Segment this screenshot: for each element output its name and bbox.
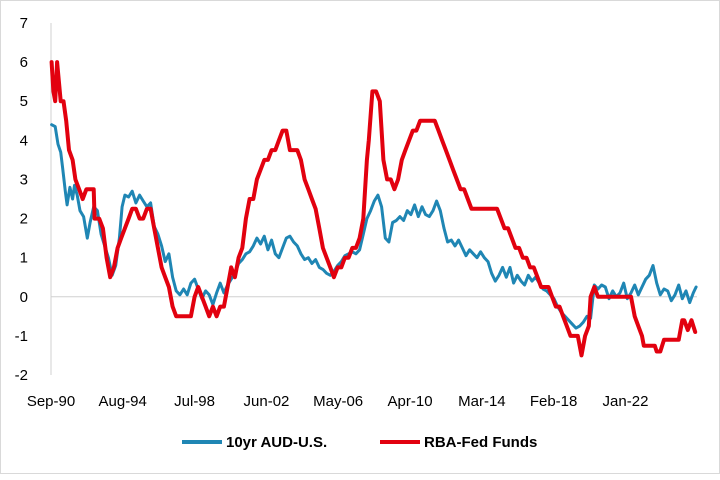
y-tick-label: 5 — [20, 93, 28, 110]
x-tick-label: Mar-14 — [458, 393, 506, 410]
y-tick-label: 2 — [20, 211, 28, 228]
y-tick-label: 1 — [20, 250, 28, 267]
legend: 10yr AUD-U.S. RBA-Fed Funds — [182, 434, 537, 451]
x-tick-label: May-06 — [313, 393, 363, 410]
legend-label: 10yr AUD-U.S. — [226, 434, 327, 451]
x-tick-label: Sep-90 — [27, 393, 75, 410]
y-tick-label: 3 — [20, 171, 28, 188]
y-tick-label: -2 — [15, 367, 28, 384]
y-tick-label: 0 — [20, 289, 28, 306]
legend-label: RBA-Fed Funds — [424, 434, 537, 451]
series-line-rba-fed-funds — [49, 60, 698, 358]
x-tick-label: Jul-98 — [174, 393, 215, 410]
y-tick-label: 6 — [20, 54, 28, 71]
y-tick-label: -1 — [15, 328, 28, 345]
x-tick-label: Aug-94 — [99, 393, 147, 410]
x-tick-label: Feb-18 — [530, 393, 578, 410]
x-tick-label: Jun-02 — [244, 393, 290, 410]
y-tick-labels: -2 -1 0 1 2 3 4 5 6 7 — [15, 15, 28, 384]
x-tick-labels: Sep-90 Aug-94 Jul-98 Jun-02 May-06 Apr-10 Mar-… — [27, 393, 649, 410]
y-tick-label: 4 — [20, 132, 28, 149]
x-tick-label: Jan-22 — [603, 393, 649, 410]
x-tick-label: Apr-10 — [388, 393, 433, 410]
y-tick-label: 7 — [20, 15, 28, 32]
series-lines — [49, 60, 698, 358]
